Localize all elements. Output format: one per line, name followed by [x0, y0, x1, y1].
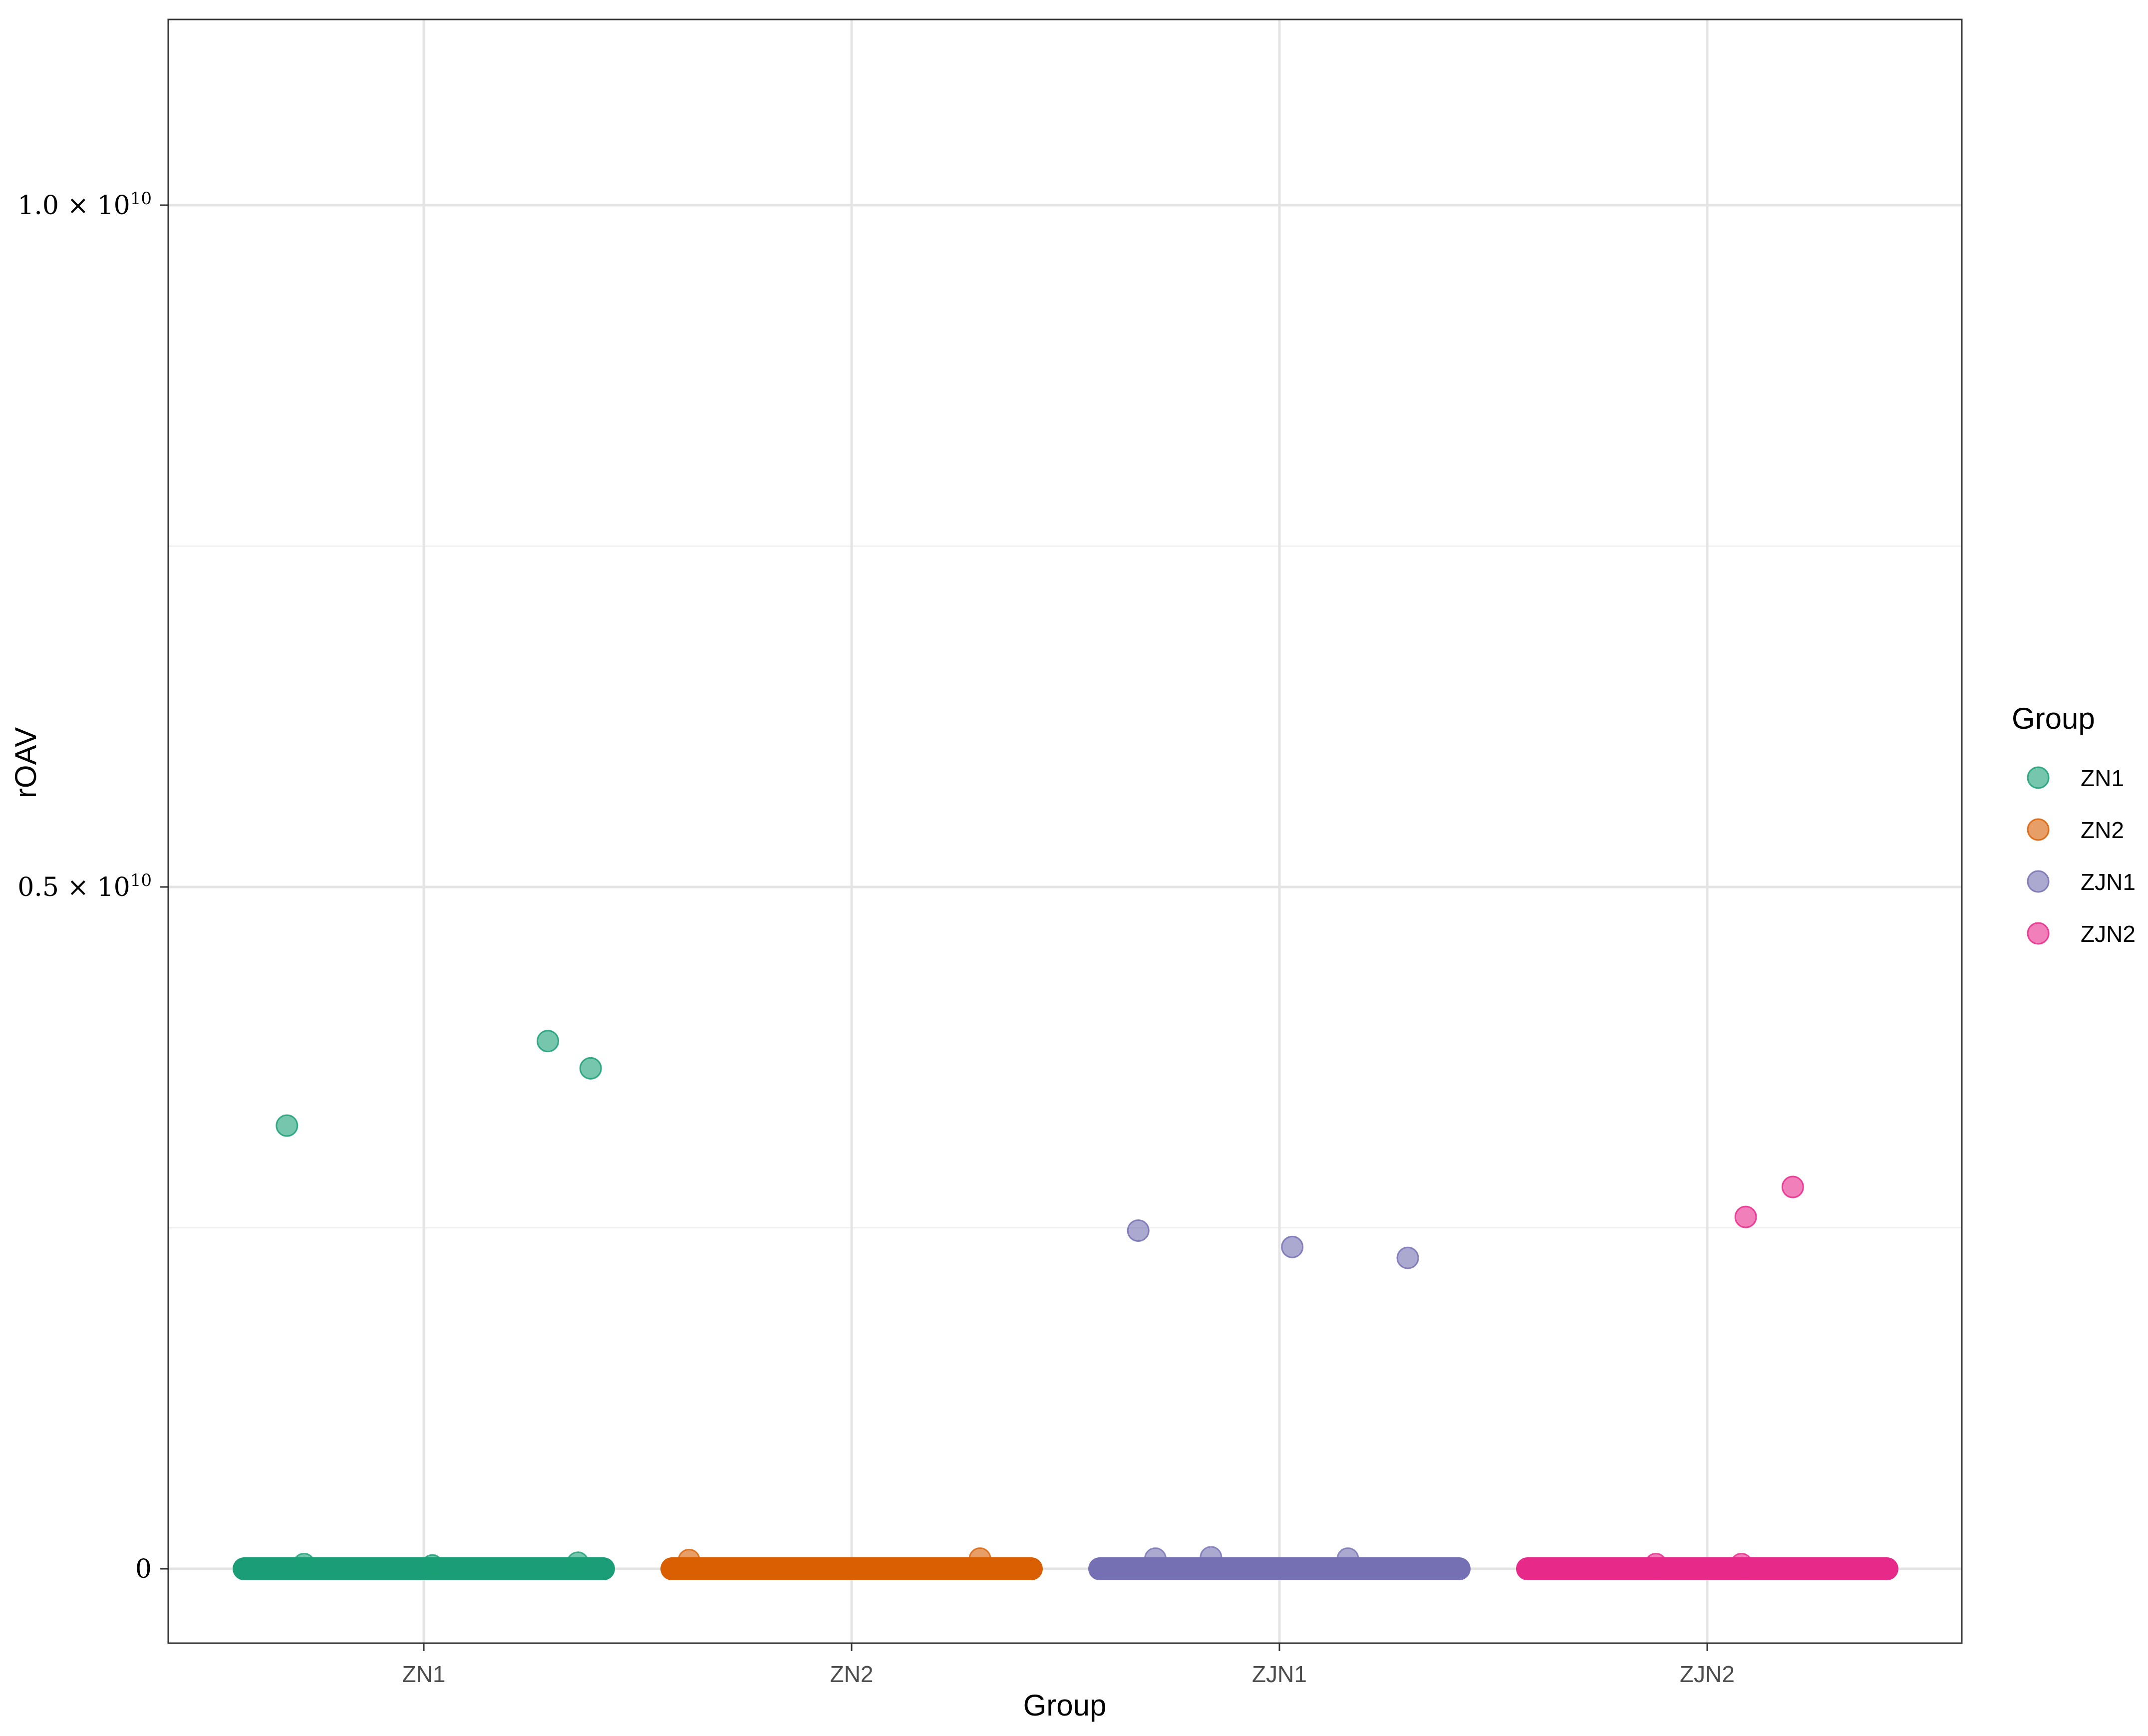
legend-label-zjn1: ZJN1: [2081, 869, 2136, 895]
plot-panel-border: [167, 18, 1963, 1644]
data-point: [293, 1553, 315, 1576]
data-point: [1200, 1546, 1223, 1569]
legend-key-zn2: [2027, 818, 2050, 841]
data-point: [677, 1548, 700, 1571]
x-axis: ZN1 ZN2 ZJN1 ZJN2: [402, 1643, 1735, 1687]
data-point: [1396, 1246, 1419, 1269]
data-point: [1730, 1553, 1753, 1576]
data-point: [1644, 1553, 1667, 1576]
y-tick-label: 1.0 × 1010: [17, 189, 152, 221]
x-tick-label: ZJN1: [1252, 1661, 1307, 1687]
legend-title: Group: [2012, 702, 2095, 735]
data-point: [421, 1554, 444, 1577]
x-tick-label: ZN1: [402, 1661, 446, 1687]
data-point: [1336, 1547, 1359, 1570]
data-point: [1127, 1219, 1150, 1242]
data-point: [537, 1030, 560, 1053]
data-point: [579, 1057, 602, 1080]
legend: Group ZN1 ZN2 ZJN1 ZJN2: [2012, 702, 2136, 947]
data-point: [1734, 1205, 1757, 1228]
data-point: [1781, 1175, 1804, 1198]
legend-key-zn1: [2027, 766, 2050, 789]
legend-key-zjn2: [2027, 922, 2050, 945]
y-tick-label: 0: [135, 1554, 152, 1584]
data-point: [968, 1547, 991, 1570]
x-axis-title: Group: [1023, 1689, 1107, 1722]
legend-label-zn2: ZN2: [2081, 817, 2124, 843]
data-point: [1144, 1547, 1167, 1570]
y-tick-label: 0.5 × 1010: [17, 870, 152, 902]
y-axis-title: rOAV: [9, 727, 42, 798]
data-point: [567, 1551, 590, 1574]
data-point: [276, 1114, 299, 1137]
legend-label-zjn2: ZJN2: [2081, 921, 2136, 947]
legend-key-zjn1: [2027, 870, 2050, 893]
x-tick-label: ZN2: [830, 1661, 874, 1687]
x-tick-label: ZJN2: [1680, 1661, 1735, 1687]
data-point: [1281, 1235, 1304, 1258]
legend-label-zn1: ZN1: [2081, 765, 2124, 791]
data-marks: [233, 1030, 1898, 1580]
